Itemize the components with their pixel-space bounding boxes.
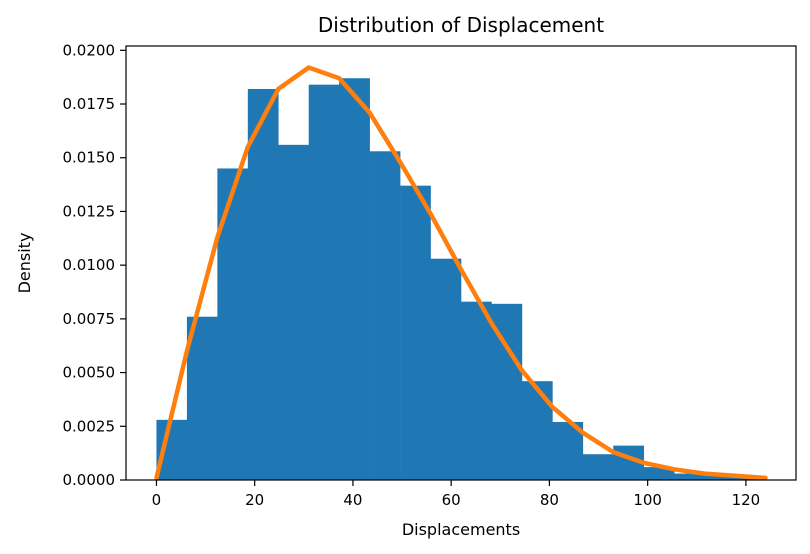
histogram-bar <box>400 185 431 480</box>
histogram-bars <box>156 78 766 481</box>
histogram-bar <box>186 316 218 480</box>
plot-frame <box>125 45 797 481</box>
y-tick-label: 0.0175 <box>63 95 116 113</box>
histogram-bar <box>430 258 462 480</box>
y-tick-label: 0.0025 <box>63 417 116 435</box>
y-tick-label: 0.0125 <box>63 202 116 220</box>
y-axis-ticks: 0.0000 0.0025 0.0050 0.0075 0.0100 0.0125 0.01… <box>63 41 126 489</box>
x-tick-label: 40 <box>343 491 362 509</box>
density-curve-layer <box>154 65 768 481</box>
histogram-bar <box>217 168 249 481</box>
x-tick-label: 60 <box>442 491 461 509</box>
x-tick-label: 0 <box>152 491 162 509</box>
x-axis-ticks: 0 20 40 60 80 100 120 <box>152 480 761 509</box>
histogram-bar <box>674 473 705 480</box>
y-tick-label: 0.0075 <box>63 310 116 328</box>
density-curve-line <box>154 65 768 481</box>
histogram-bar <box>461 301 492 480</box>
histogram-bar <box>308 84 340 480</box>
x-tick-label: 120 <box>732 491 761 509</box>
y-tick-label: 0.0000 <box>63 471 116 489</box>
histogram-bar <box>643 467 675 480</box>
histogram-bar <box>278 144 310 481</box>
histogram-bar <box>247 88 279 480</box>
histogram-bar <box>521 381 553 480</box>
x-tick-label: 100 <box>633 491 662 509</box>
y-axis-label: Density <box>15 233 34 294</box>
y-tick-label: 0.0050 <box>63 364 116 382</box>
x-axis-label: Displacements <box>402 520 520 539</box>
x-tick-label: 20 <box>245 491 264 509</box>
y-tick-label: 0.0150 <box>63 149 116 167</box>
histogram-bar <box>582 454 614 480</box>
histogram-bar <box>339 78 370 480</box>
x-tick-label: 80 <box>540 491 559 509</box>
histogram-bar <box>369 151 401 480</box>
chart-title: Distribution of Displacement <box>318 13 604 37</box>
histogram-bar <box>552 421 584 480</box>
y-tick-label: 0.0200 <box>63 41 116 59</box>
y-tick-label: 0.0100 <box>63 256 116 274</box>
